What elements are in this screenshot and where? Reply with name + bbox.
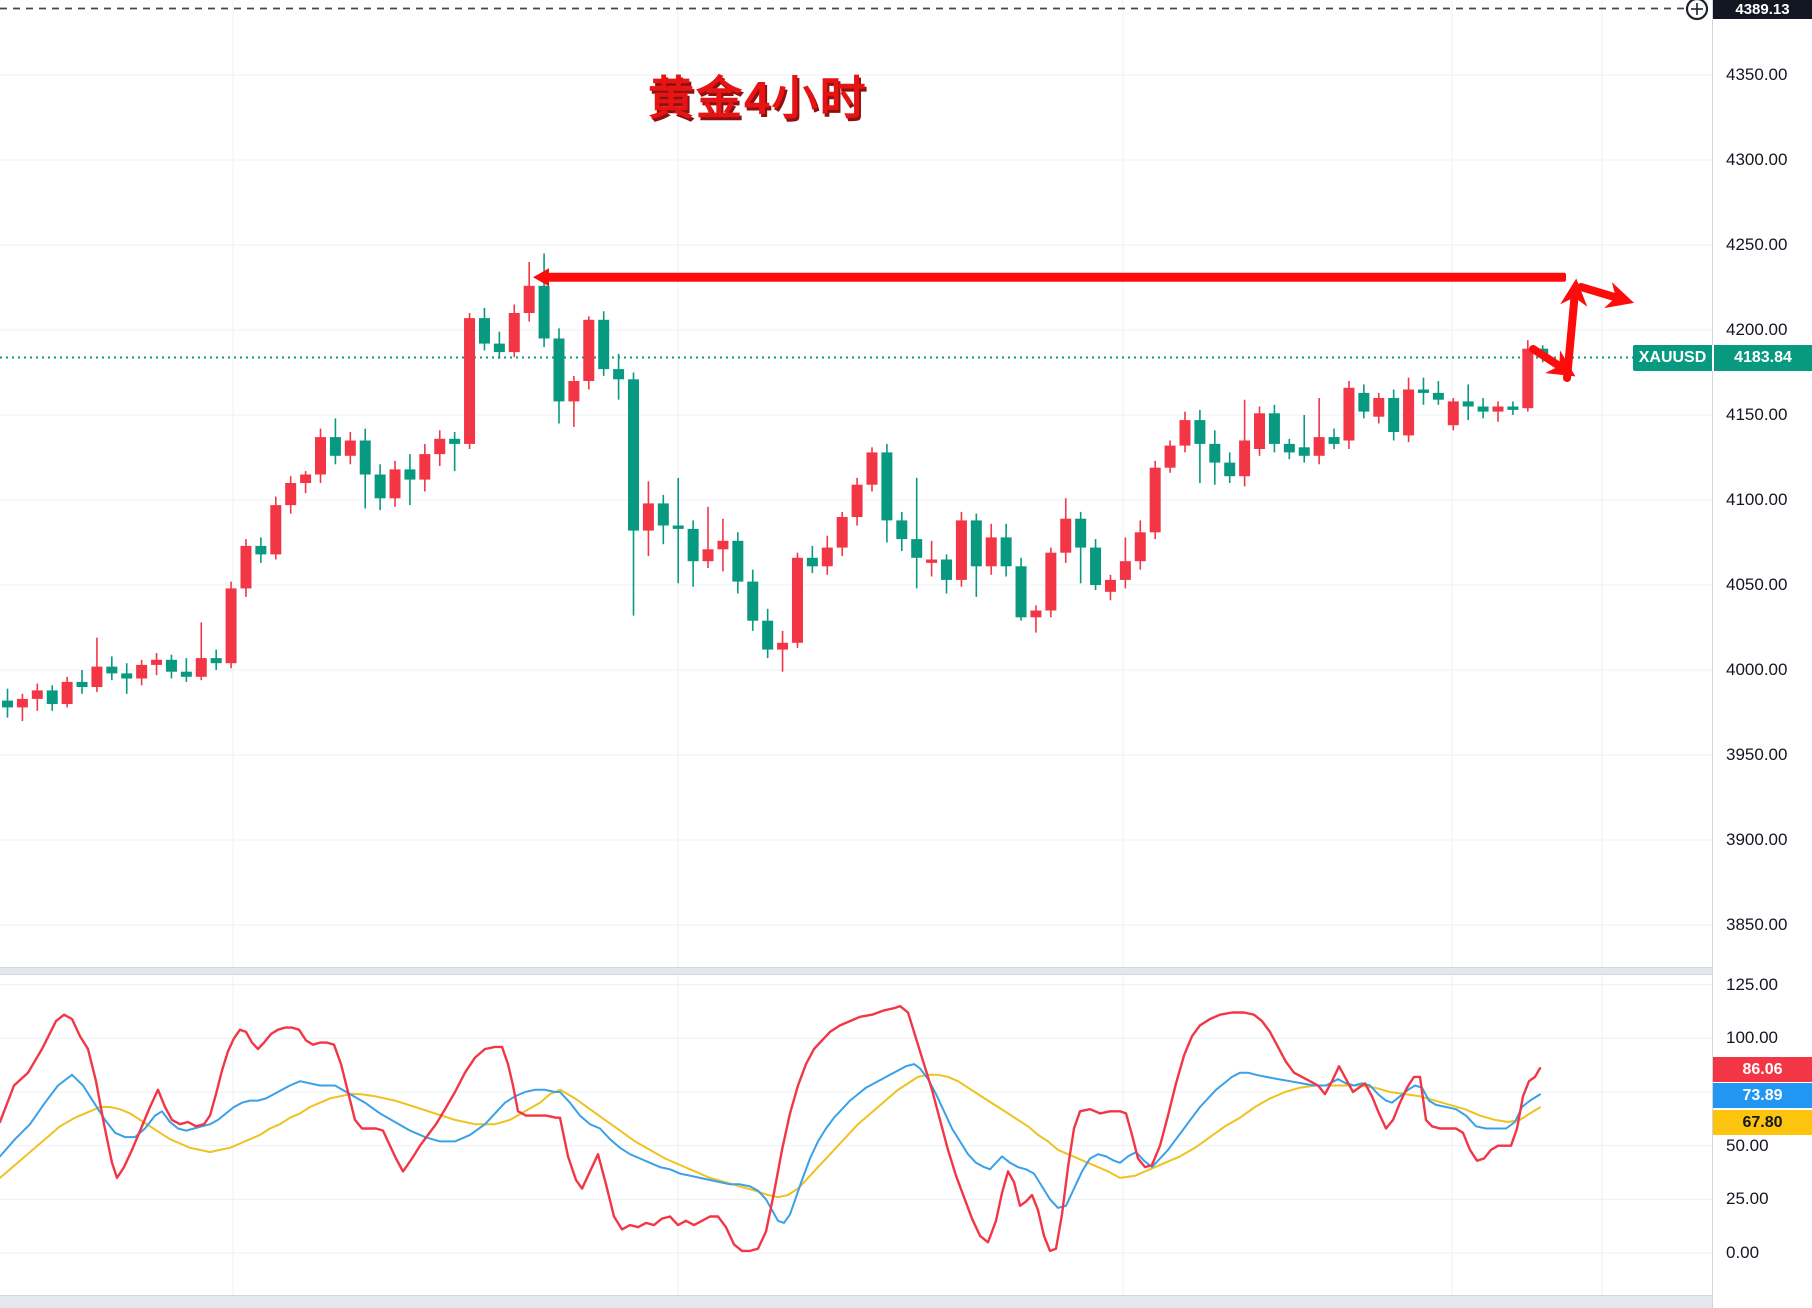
pullback-arrow	[1529, 345, 1576, 377]
price-tick-label: 4300.00	[1726, 150, 1788, 169]
kdj-d-line	[0, 1073, 1541, 1199]
resistance-ray-tip	[533, 268, 549, 287]
price-tick-label: 3900.00	[1726, 830, 1788, 849]
crosshair-price-chip: 4389.13	[1713, 0, 1812, 19]
up-arrow	[1560, 278, 1588, 382]
chip-divider	[1712, 345, 1714, 371]
symbol-last-price-chip: XAUUSD 4183.84	[1633, 345, 1812, 371]
price-tick-label: 4050.00	[1726, 575, 1788, 594]
down-right-arrow	[1577, 282, 1635, 309]
candles	[2, 253, 1549, 721]
indicator-tick-label: 100.00	[1726, 1028, 1778, 1048]
indicator-tick-label: 25.00	[1726, 1189, 1769, 1209]
chart-title-overlay: 黄金4小时	[648, 72, 868, 124]
crosshair-plus-icon[interactable]	[1683, 0, 1713, 23]
kdj-k-line	[0, 1063, 1541, 1224]
symbol-name: XAUUSD	[1638, 349, 1707, 366]
price-tick-label: 3850.00	[1726, 915, 1788, 934]
price-tick-label: 4100.00	[1726, 490, 1788, 509]
kdj-d-value-chip: 67.80	[1713, 1110, 1812, 1135]
price-tick-label: 4150.00	[1726, 405, 1788, 424]
kdj-j-value-chip: 86.06	[1713, 1057, 1812, 1082]
price-tick-label: 4200.00	[1726, 320, 1788, 339]
indicator-tick-label: 125.00	[1726, 974, 1778, 994]
price-tick-label: 3950.00	[1726, 745, 1788, 764]
kdj-k-value-chip: 73.89	[1713, 1083, 1812, 1108]
panel-separator[interactable]	[0, 967, 1812, 975]
red-annotations[interactable]	[533, 268, 1635, 382]
price-tick-label: 4350.00	[1726, 65, 1788, 84]
symbol-last-price: 4183.84	[1734, 349, 1792, 366]
indicator-tick-label: 0.00	[1726, 1243, 1760, 1262]
resistance-ray	[548, 272, 1566, 282]
price-tick-label: 4000.00	[1726, 660, 1788, 679]
time-axis-strip[interactable]	[0, 1295, 1812, 1308]
price-tick-label: 4250.00	[1726, 235, 1788, 254]
gridlines	[0, 0, 1712, 1295]
indicator-tick-label: 50.00	[1726, 1135, 1769, 1155]
kdj-j-line	[0, 1004, 1542, 1253]
